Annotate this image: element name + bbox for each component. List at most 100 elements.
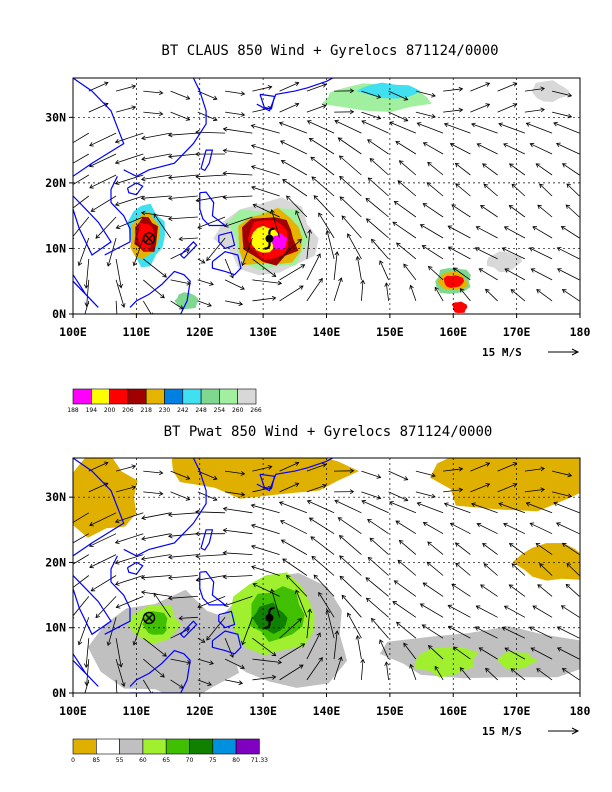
colorbar-label: 85 — [92, 757, 100, 764]
wind-arrow-head — [162, 652, 167, 657]
wind-arrow-head — [307, 608, 313, 613]
wind-arrow-head — [556, 626, 562, 631]
wind-arrow-head — [160, 293, 165, 299]
wind-arrow — [394, 580, 417, 597]
wind-arrow-head — [389, 121, 394, 126]
colorbar-label: 70 — [186, 757, 194, 764]
wind-arrow-head — [431, 493, 436, 499]
wind-arrow-head — [103, 81, 109, 87]
wind-arrow-head — [206, 256, 211, 262]
wind-arrow — [476, 605, 498, 618]
wind-arrow-head — [416, 122, 422, 127]
wind-arrow — [73, 195, 90, 209]
wind-arrow-head — [403, 476, 409, 481]
wind-arrow — [417, 502, 444, 514]
wind-arrow — [333, 277, 342, 302]
wind-arrow — [143, 491, 163, 495]
wind-arrow-head — [376, 115, 382, 120]
wind-arrow — [509, 163, 526, 176]
wind-arrow-head — [508, 163, 514, 168]
x-tick-label: 180 — [570, 325, 591, 339]
coastline — [123, 458, 207, 557]
wind-arrow-head — [229, 273, 234, 279]
wind-arrow — [422, 203, 444, 218]
wind-arrow — [223, 195, 253, 198]
coastline — [218, 610, 236, 629]
wind-arrow-head — [475, 605, 481, 610]
wind-arrow-head — [316, 632, 321, 638]
wind-arrow — [556, 143, 580, 155]
wind-arrow-head — [338, 535, 344, 540]
wind-arrow — [206, 617, 226, 641]
wind-arrow-head — [475, 226, 481, 231]
wind-arrow — [396, 621, 417, 639]
wind-arrow — [310, 536, 335, 555]
wind-arrow — [253, 583, 280, 597]
wind-arrow — [531, 268, 553, 281]
wind-arrow — [368, 177, 389, 197]
wind-arrow — [85, 638, 90, 668]
wind-arrow — [339, 155, 362, 176]
colorbar-label: 218 — [140, 407, 152, 414]
wind-arrow-head — [279, 520, 285, 525]
colorbar-label: 248 — [195, 407, 207, 414]
wind-arrow-head — [120, 682, 126, 687]
wind-arrow — [502, 626, 526, 639]
wind-arrow — [529, 247, 553, 260]
wind-arrow — [361, 280, 364, 301]
wind-arrow — [333, 251, 338, 280]
wind-arrow-head — [278, 501, 284, 506]
wind-arrow — [379, 639, 389, 660]
wind-arrow — [552, 90, 572, 97]
wind-arrow-head — [77, 261, 83, 267]
wind-arrow-head — [409, 663, 414, 669]
colorbar-label: 230 — [159, 407, 171, 414]
x-tick-label: 160E — [439, 325, 467, 339]
moisture-region — [87, 589, 240, 693]
wind-arrow — [485, 289, 498, 302]
wind-arrow-head — [393, 580, 399, 585]
wind-arrow — [420, 224, 444, 239]
wind-arrow — [168, 153, 198, 158]
wind-arrow — [143, 658, 165, 678]
wind-arrow-head — [251, 565, 256, 570]
wind-arrow-head — [114, 560, 120, 565]
wind-arrow — [455, 542, 471, 555]
wind-arrow — [89, 153, 117, 167]
wind-arrow — [224, 596, 253, 607]
wind-arrow-head — [349, 88, 355, 94]
wind-arrow-head — [528, 247, 534, 252]
wind-arrow-head — [536, 289, 541, 294]
wind-arrow-head — [476, 522, 482, 528]
wind-arrow — [241, 237, 253, 266]
y-tick-label: 30N — [45, 110, 66, 124]
gyre-marker-circle-x — [142, 611, 156, 625]
wind-arrow-head — [482, 543, 487, 548]
colorbar-label: 188 — [67, 407, 79, 414]
wind-arrow — [311, 556, 335, 576]
wind-arrow — [557, 247, 580, 260]
wind-arrow — [115, 174, 144, 185]
wind-arrow — [306, 657, 323, 681]
wind-arrow — [197, 491, 218, 501]
wind-arrow — [326, 609, 335, 639]
wind-arrow-head — [250, 503, 256, 509]
wind-arrow-head — [504, 647, 510, 652]
wind-arrow — [86, 279, 90, 307]
wind-arrow — [279, 618, 302, 639]
wind-arrow-head — [229, 653, 234, 658]
wind-arrow — [339, 576, 362, 597]
wind-arrow-head — [84, 681, 90, 687]
wind-arrow — [224, 638, 234, 658]
wind-arrow-head — [403, 117, 409, 122]
wind-arrow-head — [376, 94, 382, 99]
wind-arrow — [388, 491, 408, 501]
wind-arrow — [107, 237, 117, 267]
wind-arrow-head — [458, 86, 464, 92]
wind-arrow — [318, 212, 335, 239]
wind-arrow-head — [503, 522, 508, 528]
wind-arrow-head — [318, 591, 323, 597]
wind-arrow — [361, 120, 389, 134]
colorbar-swatch — [237, 388, 257, 405]
wind-arrow-head — [209, 660, 214, 665]
